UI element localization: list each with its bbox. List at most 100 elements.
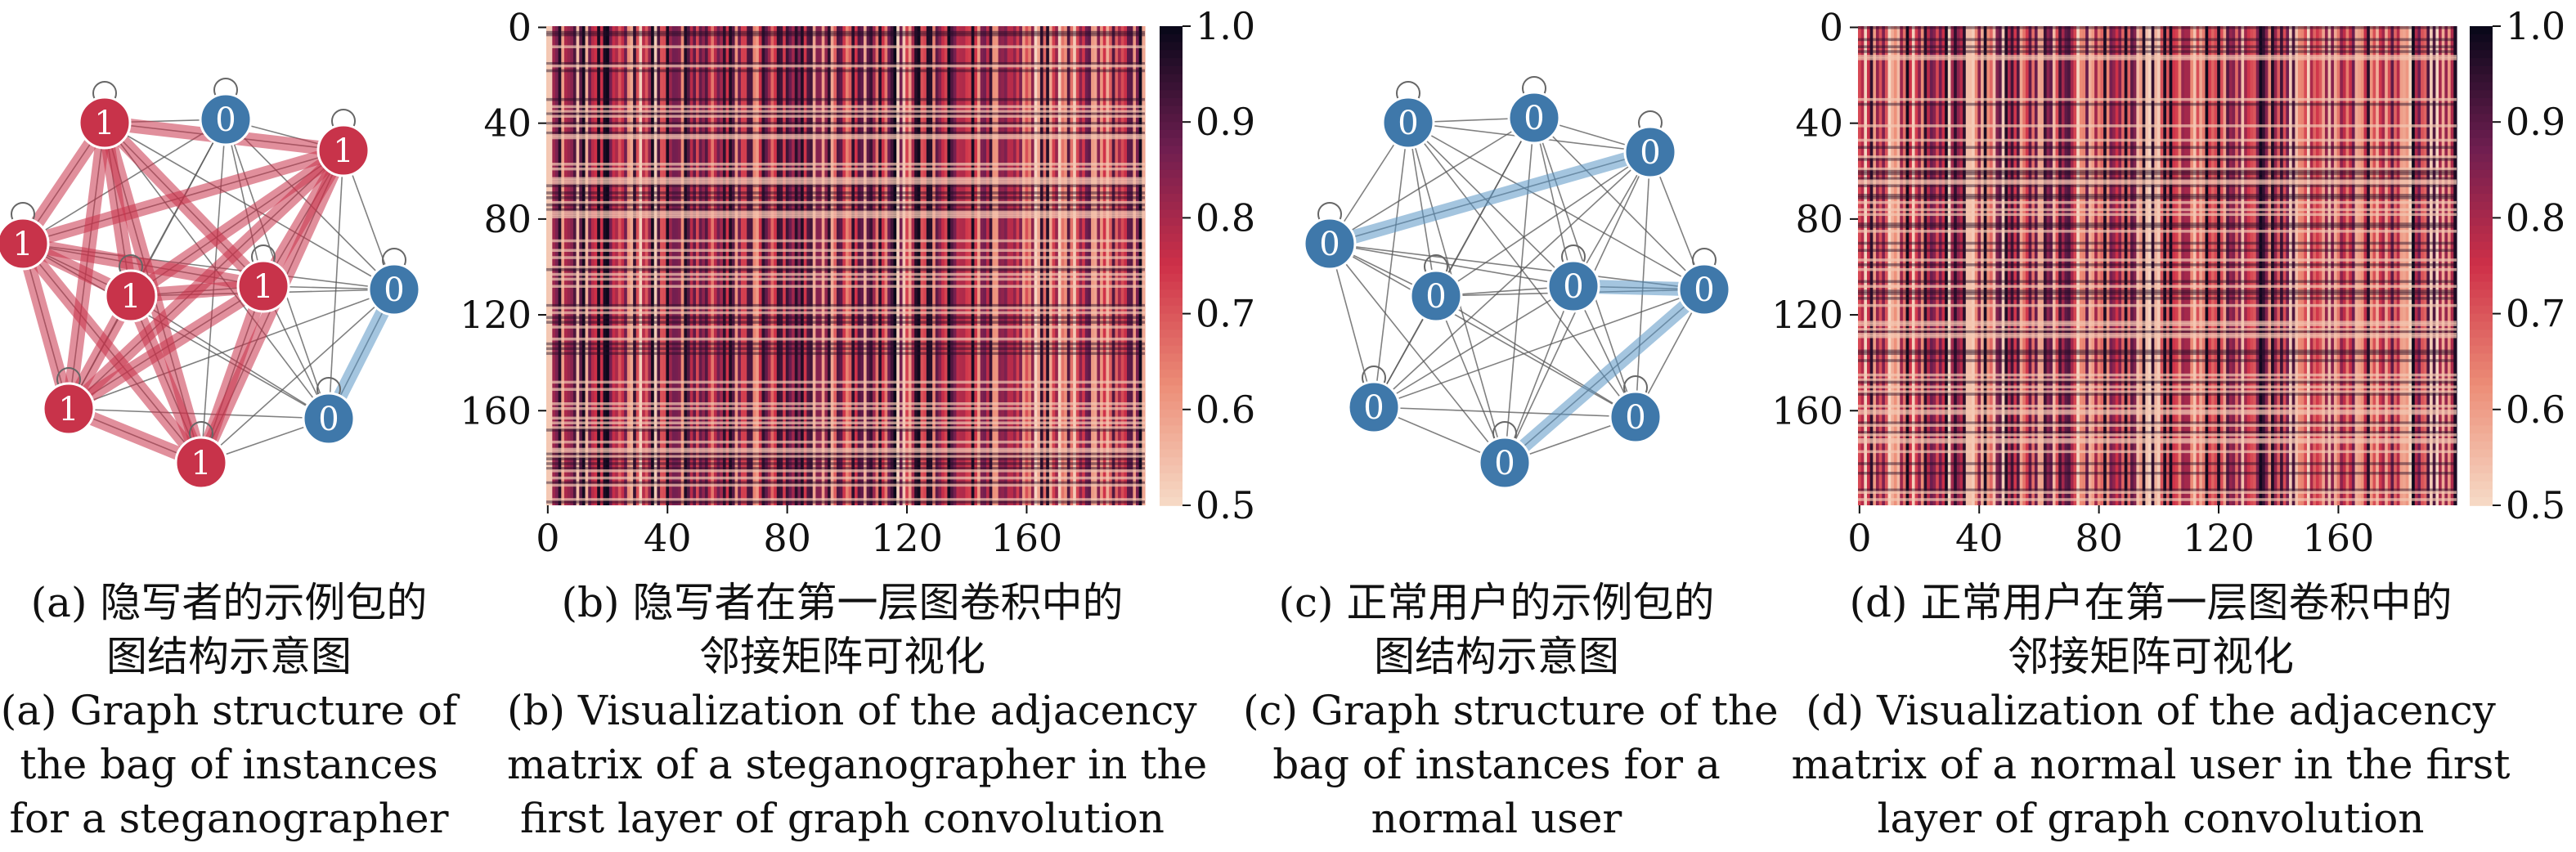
heatmap-column-8 xyxy=(1882,26,1886,505)
heatmap-column-97 xyxy=(2148,26,2152,505)
node-label: 1 xyxy=(12,226,33,263)
colorbar-segment-49 xyxy=(2470,417,2493,427)
node-label: 0 xyxy=(215,101,236,139)
heatmap-column-177 xyxy=(2387,26,2392,505)
colorbar-segment-5 xyxy=(2470,65,2493,75)
heatmap-column-175 xyxy=(2381,26,2385,505)
heatmap-row-dark-182 xyxy=(1858,462,2457,465)
colorbar-segment-53 xyxy=(2470,449,2493,459)
colorbar-tick-label-1: 0.9 xyxy=(1196,100,1255,144)
heatmap-column-117 xyxy=(2208,26,2212,505)
heatmap-row-dark-32 xyxy=(1858,102,2457,106)
node-label: 0 xyxy=(1563,268,1583,306)
heatmap-column-129 xyxy=(2244,26,2248,505)
heatmap-column-9 xyxy=(1884,26,1889,505)
graph-panel-c: 0 0 0 0 0 0 0 0 0 0 xyxy=(1303,76,1731,490)
colorbar-segment-22 xyxy=(1160,201,1183,211)
heatmap-column-123 xyxy=(2226,26,2230,505)
heatmap-column-192 xyxy=(2432,26,2436,505)
heatmap-column-130 xyxy=(2246,26,2251,505)
node-label: 0 xyxy=(1694,271,1714,309)
graph-node-7: 1 xyxy=(42,367,96,436)
heatmap-row-light-59 xyxy=(546,167,1145,171)
node-circle xyxy=(1409,269,1463,323)
colorbar-segment-6 xyxy=(2470,74,2493,83)
colorbar-segment-9 xyxy=(2470,97,2493,107)
heatmap-column-104 xyxy=(2169,26,2173,505)
caption-a-en-3: for a steganographer xyxy=(9,795,449,842)
colorbar-segment-12 xyxy=(2470,122,2493,131)
heatmap-row-light-157 xyxy=(546,402,1145,406)
heatmap-column-71 xyxy=(2070,26,2075,505)
node-label: 0 xyxy=(1363,389,1384,427)
colorbar-segment-41 xyxy=(1160,353,1183,362)
heatmap-column-47 xyxy=(1999,26,2003,505)
colorbar-segment-51 xyxy=(1160,433,1183,442)
caption-a-cn-1: (a) 隐写者的示例包的 xyxy=(30,579,428,626)
caption-a-cn-2: 图结构示意图 xyxy=(106,633,352,680)
edge-2-7 xyxy=(1373,151,1651,408)
heatmap-row-dark-8 xyxy=(1858,45,2457,48)
heatmap-row-dark-83 xyxy=(1858,225,2457,228)
caption-b-en-3: first layer of graph convolution xyxy=(520,795,1165,842)
node-circle xyxy=(0,217,50,271)
heatmap-row-dark-121 xyxy=(546,316,1145,320)
edge-1-6 xyxy=(1533,117,1705,290)
highlight-edge-5-9 xyxy=(194,279,271,470)
node-label: 1 xyxy=(120,278,141,316)
heatmap-row-dark-168 xyxy=(546,428,1145,432)
heatmap-row-light-172 xyxy=(1858,437,2457,442)
caption-c-en-2: bag of instances for a xyxy=(1272,741,1721,788)
heatmap-column-36 xyxy=(1965,26,1970,505)
x-tick-label-2: 80 xyxy=(2075,516,2123,560)
colorbar-segment-47 xyxy=(1160,401,1183,410)
heatmap-row-light-126 xyxy=(1858,328,2457,331)
heatmap-row-dark-5 xyxy=(1858,38,2457,42)
heatmap-column-94 xyxy=(2139,26,2143,505)
node-circle xyxy=(302,392,356,446)
node-label: 0 xyxy=(1524,100,1544,137)
heatmap-column-176 xyxy=(2385,26,2389,505)
heatmap-row-dark-3 xyxy=(546,33,1145,37)
heatmap-row-light-46 xyxy=(546,136,1145,140)
colorbar-segment-1 xyxy=(1160,34,1183,43)
colorbar-tick-label-3: 0.7 xyxy=(2506,292,2565,336)
heatmap-row-light-197 xyxy=(546,498,1145,501)
node-circle xyxy=(199,92,253,146)
heatmap-column-49 xyxy=(2004,26,2008,505)
colorbar-segment-3 xyxy=(1160,50,1183,59)
colorbar-segment-14 xyxy=(1160,137,1183,147)
colorbar-segment-57 xyxy=(1160,481,1183,491)
heatmap-row-light-63 xyxy=(546,177,1145,181)
heatmap-column-72 xyxy=(2073,26,2077,505)
colorbar-segment-57 xyxy=(2470,481,2493,491)
heatmap-column-171 xyxy=(2369,26,2374,505)
heatmap-column-87 xyxy=(2118,26,2122,505)
heatmap-row-dark-136 xyxy=(1858,352,2457,356)
heatmap-row-dark-186 xyxy=(1858,471,2457,475)
colorbar-segment-40 xyxy=(1160,345,1183,355)
heatmap-row-dark-70 xyxy=(1858,194,2457,197)
caption-d-cn-1: (d) 正常用户在第一层图卷积中的 xyxy=(1849,579,2453,626)
colorbar-segment-46 xyxy=(2470,393,2493,402)
heatmap-row-light-64 xyxy=(1858,179,2457,183)
edge-7-8 xyxy=(68,408,330,419)
highlight-edge-0-7 xyxy=(61,115,112,416)
graph-node-8: 0 xyxy=(302,377,356,446)
heatmap-column-156 xyxy=(2324,26,2329,505)
highlight-edge-3-9 xyxy=(16,236,209,470)
heatmap-column-93 xyxy=(2136,26,2140,505)
heatmap-column-16 xyxy=(1905,26,1910,505)
heatmap-column-40 xyxy=(1977,26,1981,505)
heatmap-column-180 xyxy=(2396,26,2401,505)
heatmap-row-dark-55 xyxy=(1858,158,2457,161)
heatmap-row-light-191 xyxy=(546,483,1145,487)
heatmap-column-7 xyxy=(1878,26,1883,505)
heatmap-row-dark-2 xyxy=(546,30,1145,34)
heatmap-row-light-117 xyxy=(546,306,1145,310)
heatmap-column-170 xyxy=(2367,26,2371,505)
heatmap-column-118 xyxy=(2210,26,2215,505)
graph-node-0: 1 xyxy=(78,81,132,150)
graph-node-6: 0 xyxy=(367,248,421,316)
y-tick-label-1: 40 xyxy=(483,101,532,146)
